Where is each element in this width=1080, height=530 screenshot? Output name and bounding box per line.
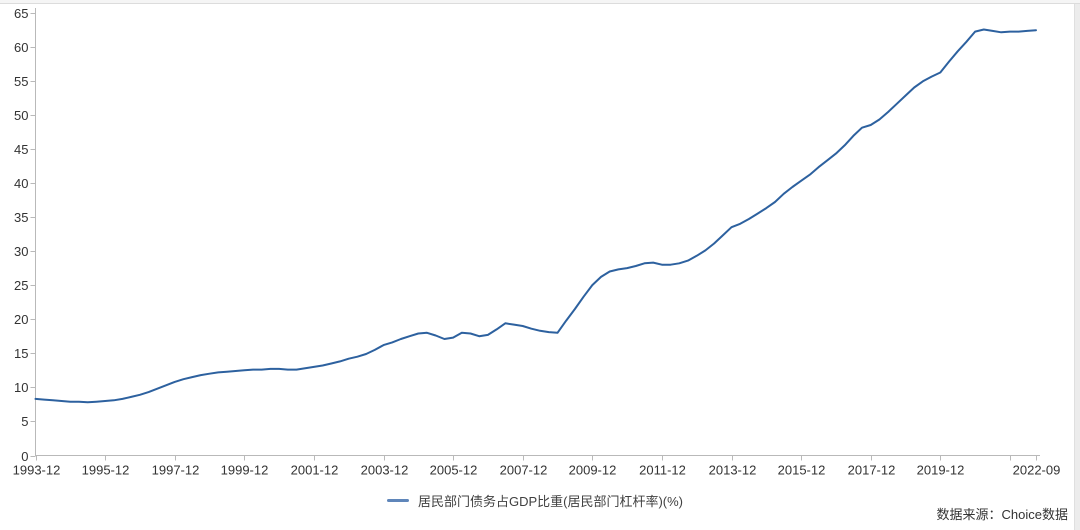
- x-axis-label: 2015-12: [778, 463, 826, 478]
- y-axis-label: 20: [14, 312, 28, 327]
- x-axis-label: 2003-12: [361, 463, 409, 478]
- x-axis-label: 2013-12: [709, 463, 757, 478]
- x-axis-label: 2001-12: [291, 463, 339, 478]
- x-axis-label: 2009-12: [569, 463, 617, 478]
- y-axis-label: 30: [14, 244, 28, 259]
- y-axis-label: 55: [14, 74, 28, 89]
- series-line: [34, 28, 1037, 404]
- y-axis-label: 25: [14, 278, 28, 293]
- top-border: [0, 0, 1080, 4]
- x-axis-label: 2019-12: [917, 463, 965, 478]
- y-axis-label: 45: [14, 142, 28, 157]
- y-axis-label: 40: [14, 176, 28, 191]
- y-axis-label: 60: [14, 40, 28, 55]
- y-axis-label: 5: [21, 414, 28, 429]
- legend-line-marker-icon: [386, 499, 409, 502]
- x-axis-label: 2022-09: [1013, 463, 1061, 478]
- data-source-text: 数据来源：Choice数据: [936, 507, 1068, 522]
- x-axis-label: 1997-12: [152, 463, 200, 478]
- y-axis-label: 10: [14, 380, 28, 395]
- legend-item[interactable]: 居民部门债务占GDP比重(居民部门杠杆率)(%): [0, 491, 1070, 510]
- legend-label: 居民部门债务占GDP比重(居民部门杠杆率)(%): [417, 494, 684, 509]
- scrollbar-track[interactable]: [1074, 4, 1080, 530]
- x-axis-label: 2005-12: [430, 463, 478, 478]
- x-axis-label: 1995-12: [82, 463, 130, 478]
- y-axis-label: 65: [14, 6, 28, 21]
- y-axis-label: 0: [21, 449, 28, 464]
- y-axis-label: 50: [14, 108, 28, 123]
- x-axis-label: 2017-12: [848, 463, 896, 478]
- x-axis-label: 1999-12: [221, 463, 269, 478]
- x-axis-label: 1993-12: [13, 463, 61, 478]
- x-axis-label: 2007-12: [500, 463, 548, 478]
- y-axis-label: 15: [14, 346, 28, 361]
- x-axis-label: 2011-12: [639, 463, 686, 478]
- y-axis-label: 35: [14, 210, 28, 225]
